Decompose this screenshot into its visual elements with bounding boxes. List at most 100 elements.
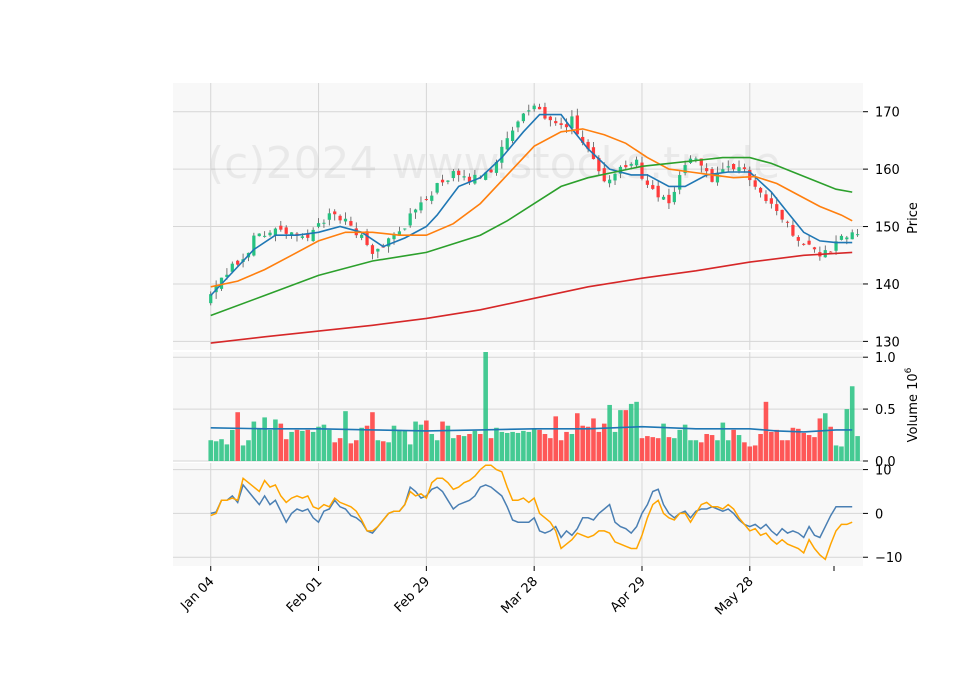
candle-body [581, 136, 585, 143]
volume-bar [849, 386, 855, 461]
volume-bar [273, 419, 278, 461]
volume-bar [353, 440, 359, 461]
candle-body [387, 238, 391, 247]
candle-body [855, 234, 860, 236]
volume-bar [467, 434, 472, 461]
ma_long-line [210, 251, 853, 344]
volume-bar [564, 431, 569, 461]
ma_slow-line [210, 156, 853, 317]
volume-bar [806, 435, 812, 461]
x-tick-label: Mar 28 [498, 574, 541, 617]
volume-bar [461, 436, 467, 461]
candle-body [769, 198, 773, 204]
candle-body [785, 221, 790, 223]
candle-body [742, 167, 747, 170]
volume-bar [693, 440, 699, 461]
volume-bar [316, 426, 321, 461]
volume-bar [240, 445, 246, 461]
volume-bar [779, 440, 785, 461]
volume-y-tick-label: 0.5 [875, 403, 896, 418]
volume-bar [310, 431, 316, 461]
candle-body [575, 115, 579, 135]
candle-body [510, 130, 515, 142]
volume-bar [688, 440, 693, 461]
volume-y-tick-label: 1.0 [875, 351, 896, 366]
candle-body [484, 172, 488, 180]
candle-body [678, 175, 682, 190]
candle-body [683, 165, 687, 174]
candle-body [403, 228, 407, 230]
ma_mid-line [210, 128, 853, 288]
volume-bar [375, 440, 381, 461]
candle-body [370, 245, 375, 254]
volume-bar [639, 438, 645, 461]
volume-bar [429, 434, 435, 461]
volume-bar [332, 442, 338, 461]
volume-bar [537, 429, 542, 461]
candle-body [645, 180, 649, 185]
volume-bar [213, 441, 219, 461]
candle-body [661, 196, 666, 200]
candle-body [839, 235, 844, 240]
candle-body [732, 163, 736, 170]
candle-body [408, 213, 412, 226]
volume-bar [822, 413, 828, 461]
volume-panel [208, 352, 860, 461]
volume-ma-line [210, 425, 853, 433]
volume-bar [499, 431, 505, 461]
candle-body [672, 191, 676, 203]
volume-bar [612, 431, 618, 461]
volume-bar [278, 423, 284, 461]
candle-body [775, 204, 779, 211]
osc-y-tick-label: −10 [875, 551, 902, 566]
volume-bar [230, 429, 235, 461]
volume-bar [407, 444, 413, 461]
candle-body [834, 241, 838, 251]
osc_orange-line [210, 464, 853, 561]
volume-bar [833, 445, 839, 461]
volume-bar [575, 413, 580, 461]
x-tick-label: Jan 04 [177, 574, 217, 614]
volume-bar [305, 429, 311, 461]
candle-body [726, 166, 730, 168]
candle-body [807, 240, 811, 245]
volume-bar [531, 428, 537, 461]
volume-bar [235, 412, 240, 461]
candle-body [634, 159, 639, 166]
candle-body [705, 168, 709, 172]
price-axis-label: Price [906, 202, 921, 234]
candle-body [306, 233, 310, 238]
candle-body [656, 185, 660, 198]
candle-body [440, 179, 445, 183]
volume-bar [472, 430, 478, 461]
candle-body [462, 176, 466, 178]
volume-axis-label-exponent: 6 [904, 367, 914, 373]
volume-bar [321, 424, 327, 461]
candle-body [537, 106, 542, 110]
candle-body [521, 113, 526, 122]
candle-body [753, 180, 757, 187]
volume-bar [645, 436, 650, 461]
candle-body [209, 294, 213, 304]
volume-bar [698, 442, 704, 461]
volume-bar [424, 420, 429, 461]
candle-body [333, 211, 337, 215]
osc-y-tick-label: 10 [875, 464, 892, 479]
volume-bar [828, 426, 833, 461]
volume-bar [720, 422, 726, 461]
volume-bar [623, 410, 629, 461]
candle-body [273, 228, 278, 236]
volume-bar [359, 427, 364, 461]
candle-body [554, 121, 558, 124]
candle-body [597, 157, 601, 172]
candle-body [527, 110, 531, 112]
price-y-tick-label: 140 [875, 278, 900, 293]
candle-body [343, 218, 348, 222]
volume-bar [364, 425, 370, 461]
volume-bar [839, 446, 844, 461]
volume-bar [386, 442, 391, 461]
volume-bar [558, 440, 564, 461]
x-tick-label: May 28 [712, 574, 756, 618]
